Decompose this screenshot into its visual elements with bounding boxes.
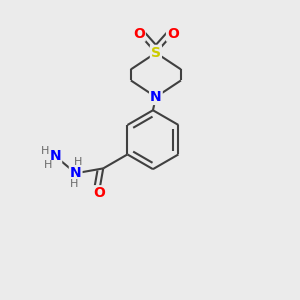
Text: H: H: [44, 160, 52, 170]
Text: O: O: [133, 27, 145, 41]
Text: H: H: [70, 179, 78, 189]
Text: O: O: [167, 27, 179, 41]
Text: S: S: [151, 46, 161, 60]
Text: N: N: [50, 149, 61, 163]
Text: H: H: [74, 157, 82, 167]
Text: H: H: [41, 146, 49, 156]
Text: N: N: [150, 90, 162, 104]
Text: O: O: [93, 186, 105, 200]
Text: N: N: [70, 166, 82, 180]
